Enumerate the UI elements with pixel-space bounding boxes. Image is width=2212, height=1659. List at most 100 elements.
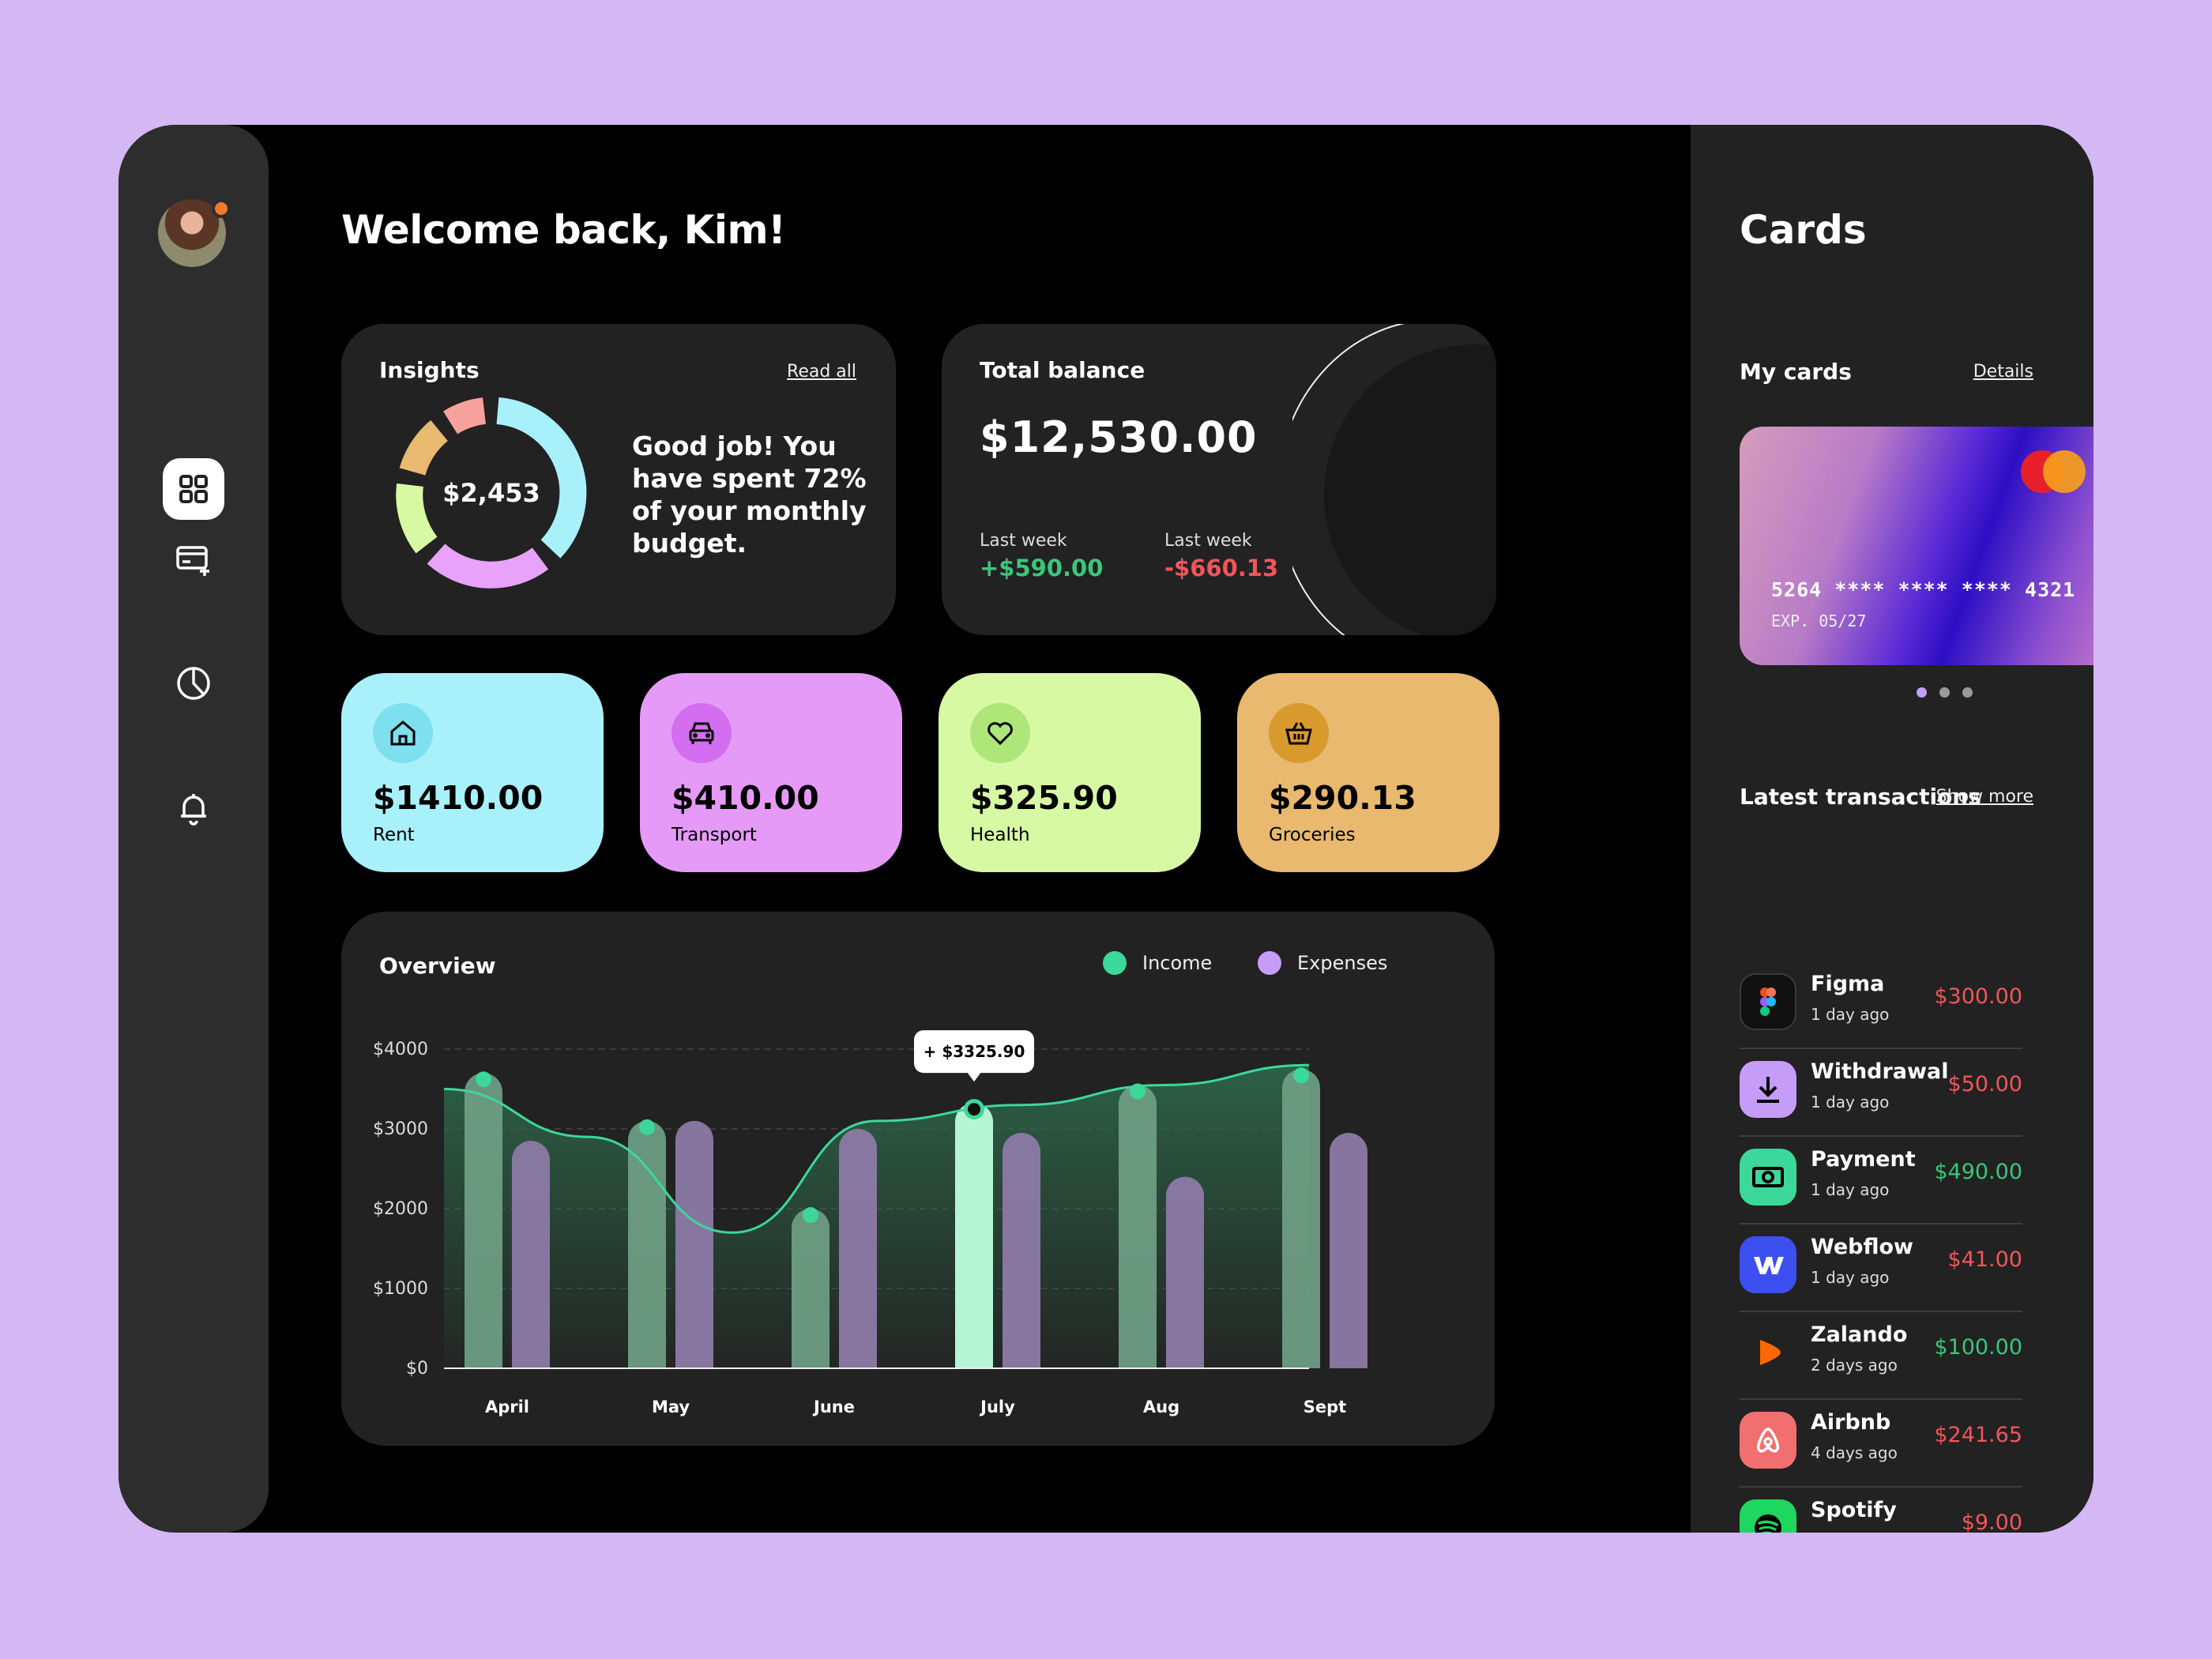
transaction-time: 1 day ago: [1811, 1268, 1890, 1287]
read-all-link[interactable]: Read all: [787, 362, 856, 382]
transaction-time: 1 day ago: [1811, 1005, 1890, 1024]
donut-segment-rent: [496, 397, 587, 559]
transaction-amount: $50.00: [1947, 1072, 2022, 1097]
transaction-amount: $241.65: [1934, 1423, 2022, 1447]
x-tick-label: June: [812, 1398, 855, 1416]
credit-card[interactable]: 5264 **** **** **** 4321 EXP. 05/27: [1740, 427, 2094, 665]
add-card-icon: [176, 546, 209, 576]
main-content: Welcome back, Kim! Insights Read all $2,…: [269, 125, 1691, 1533]
y-tick-label: $4000: [373, 1040, 428, 1059]
transaction-name: Spotify: [1811, 1498, 1897, 1522]
transaction-row-webflow[interactable]: Webflow 1 day ago $41.00: [1740, 1224, 2094, 1312]
donut-segment-transport: [427, 544, 549, 589]
pager-dot[interactable]: [1962, 687, 1973, 698]
total-balance-card: Total balance $12,530.00 Last week +$590…: [942, 324, 1496, 635]
divider: [1740, 1135, 2022, 1137]
income-bar: [1282, 1069, 1320, 1368]
category-amount: $1410.00: [373, 779, 544, 817]
x-tick-label: Aug: [1143, 1398, 1179, 1416]
divider: [1740, 1311, 2022, 1312]
airbnb-icon: [1740, 1412, 1796, 1469]
chart-tooltip: [914, 1030, 1034, 1074]
y-tick-label: $1000: [373, 1279, 428, 1299]
webflow-icon: [1740, 1236, 1796, 1293]
app-window: Welcome back, Kim! Insights Read all $2,…: [118, 125, 2094, 1533]
donut-segment-other: [443, 397, 487, 434]
zalando-icon: [1740, 1324, 1796, 1381]
income-week-label: Last week: [980, 531, 1067, 551]
transaction-name: Payment: [1811, 1147, 1916, 1172]
show-more-link[interactable]: Show more: [1936, 787, 2033, 807]
transaction-name: Webflow: [1811, 1235, 1913, 1259]
transaction-row-airbnb[interactable]: Airbnb 4 days ago $241.65: [1740, 1399, 2094, 1488]
expense-bar: [839, 1129, 877, 1368]
transaction-amount: $490.00: [1934, 1160, 2022, 1184]
card-expiry: EXP. 05/27: [1771, 611, 1867, 630]
nav-notifications[interactable]: [163, 777, 224, 839]
transaction-row-figma[interactable]: Figma 1 day ago $300.00: [1740, 961, 2094, 1049]
overview-title: Overview: [379, 953, 496, 979]
insights-card: Insights Read all $2,453 Good job! You h…: [341, 324, 896, 635]
nav-cards[interactable]: [163, 528, 224, 589]
card-pager[interactable]: [1917, 687, 1973, 698]
mastercard-icon: [2043, 450, 2086, 493]
category-label: Health: [970, 825, 1030, 845]
notification-dot: [212, 199, 231, 218]
cash-icon: [1740, 1149, 1796, 1206]
nav-analytics[interactable]: [163, 653, 224, 714]
basket-icon: [1269, 703, 1329, 763]
transaction-name: Zalando: [1811, 1322, 1908, 1347]
insight-message: Good job! You have spent 72% of your mon…: [632, 431, 867, 559]
legend-income: Income: [1103, 951, 1212, 975]
bell-icon: [181, 794, 206, 826]
expense-bar: [512, 1141, 550, 1368]
income-bar: [792, 1209, 830, 1368]
transaction-row-zalando[interactable]: Zalando 2 days ago $100.00: [1740, 1311, 2094, 1400]
category-amount: $410.00: [672, 779, 819, 817]
transaction-row-spotify[interactable]: Spotify 8 days ago $9.00: [1740, 1487, 2094, 1533]
expense-bar: [1330, 1133, 1367, 1368]
income-marker: [803, 1207, 818, 1223]
x-tick-label: April: [485, 1398, 529, 1416]
category-card-groceries[interactable]: $290.13 Groceries: [1237, 673, 1499, 872]
balance-decoration: [1292, 324, 1496, 635]
highlight-marker-center: [968, 1103, 980, 1116]
transaction-name: Withdrawal: [1811, 1059, 1949, 1084]
category-card-rent[interactable]: $1410.00 Rent: [341, 673, 604, 872]
right-panel: Cards My cards Details 5264 **** **** **…: [1691, 125, 2094, 1533]
transaction-row-withdrawal[interactable]: Withdrawal 1 day ago $50.00: [1740, 1048, 2094, 1137]
category-amount: $290.13: [1269, 779, 1416, 817]
expense-bar: [1166, 1176, 1204, 1368]
balance-amount: $12,530.00: [980, 412, 1258, 462]
transaction-time: 1 day ago: [1811, 1093, 1890, 1112]
income-bar: [1119, 1085, 1157, 1368]
transaction-row-payment[interactable]: Payment 1 day ago $490.00: [1740, 1136, 2094, 1224]
pie-chart-icon: [177, 667, 210, 700]
category-card-transport[interactable]: $410.00 Transport: [640, 673, 902, 872]
cards-title: Cards: [1740, 207, 1867, 253]
x-tick-label: May: [652, 1398, 690, 1416]
donut-value: $2,453: [442, 478, 540, 508]
x-tick-label: July: [979, 1398, 1015, 1416]
transaction-amount: $9.00: [1961, 1510, 2022, 1533]
figma-icon: [1740, 973, 1796, 1030]
details-link[interactable]: Details: [1973, 362, 2033, 382]
x-tick-label: Sept: [1304, 1398, 1346, 1416]
category-label: Rent: [373, 825, 415, 845]
expense-week-label: Last week: [1164, 531, 1252, 551]
category-amount: $325.90: [970, 779, 1118, 817]
category-label: Transport: [672, 825, 757, 845]
budget-donut: [396, 397, 587, 589]
expense-week-value: -$660.13: [1164, 555, 1279, 581]
nav-dashboard[interactable]: [163, 458, 224, 520]
sidebar: [118, 125, 269, 1533]
pager-dot[interactable]: [1917, 687, 1927, 698]
divider: [1740, 1486, 2022, 1488]
category-card-health[interactable]: $325.90 Health: [939, 673, 1201, 872]
chart-tooltip-text: + $3325.90: [924, 1042, 1025, 1061]
download-icon: [1740, 1061, 1796, 1118]
house-icon: [373, 703, 433, 763]
income-marker: [1130, 1083, 1146, 1100]
y-tick-label: $0: [406, 1359, 428, 1379]
pager-dot[interactable]: [1939, 687, 1950, 698]
